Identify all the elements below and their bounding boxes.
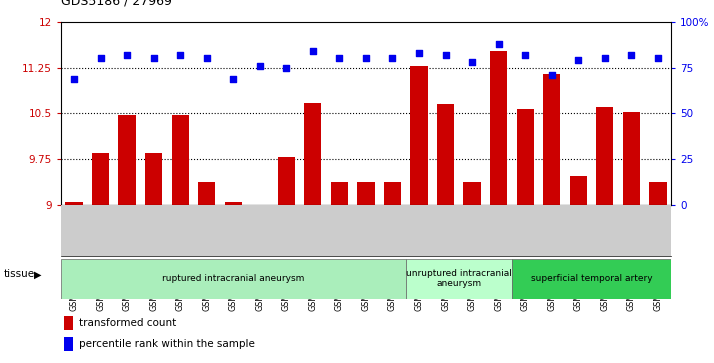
Bar	[649, 182, 666, 205]
Point	[466, 59, 478, 65]
Text: ruptured intracranial aneurysm: ruptured intracranial aneurysm	[162, 274, 304, 283]
Bar	[623, 112, 640, 205]
Point	[546, 72, 558, 78]
Bar	[92, 153, 109, 205]
Bar	[437, 104, 454, 205]
Point	[307, 48, 318, 54]
Point	[599, 56, 610, 61]
Point	[174, 52, 186, 58]
Point	[333, 56, 345, 61]
Bar	[516, 109, 534, 205]
Bar	[66, 202, 83, 205]
Point	[573, 57, 584, 63]
Text: tissue: tissue	[4, 269, 35, 280]
Text: ▶: ▶	[34, 269, 42, 280]
FancyBboxPatch shape	[61, 258, 406, 299]
Bar	[278, 158, 295, 205]
Bar	[331, 182, 348, 205]
Bar	[64, 337, 73, 351]
Point	[440, 52, 451, 58]
Point	[625, 52, 637, 58]
Bar	[304, 103, 321, 205]
Bar	[357, 182, 375, 205]
Point	[95, 56, 106, 61]
Point	[121, 52, 133, 58]
Point	[148, 56, 159, 61]
Point	[520, 52, 531, 58]
FancyBboxPatch shape	[406, 258, 512, 299]
Point	[493, 41, 504, 47]
Bar	[145, 153, 162, 205]
Point	[281, 65, 292, 70]
Bar	[171, 115, 188, 205]
Point	[254, 63, 266, 69]
Bar	[463, 182, 481, 205]
Point	[228, 76, 239, 82]
Point	[387, 56, 398, 61]
Bar	[64, 315, 73, 330]
Text: transformed count: transformed count	[79, 318, 176, 328]
Point	[413, 50, 425, 56]
Bar	[596, 107, 613, 205]
Text: superficial temporal artery: superficial temporal artery	[531, 274, 653, 283]
Bar	[225, 202, 242, 205]
Bar	[119, 115, 136, 205]
Bar	[543, 74, 560, 205]
Point	[360, 56, 371, 61]
Text: unruptured intracranial
aneurysm: unruptured intracranial aneurysm	[406, 269, 512, 288]
Point	[201, 56, 212, 61]
Bar	[570, 176, 587, 205]
Bar	[198, 182, 216, 205]
Text: percentile rank within the sample: percentile rank within the sample	[79, 339, 255, 349]
FancyBboxPatch shape	[512, 258, 671, 299]
Bar	[384, 182, 401, 205]
Point	[69, 76, 80, 82]
Point	[652, 56, 663, 61]
Bar	[411, 66, 428, 205]
Bar	[490, 51, 507, 205]
Text: GDS5186 / 27969: GDS5186 / 27969	[61, 0, 171, 7]
